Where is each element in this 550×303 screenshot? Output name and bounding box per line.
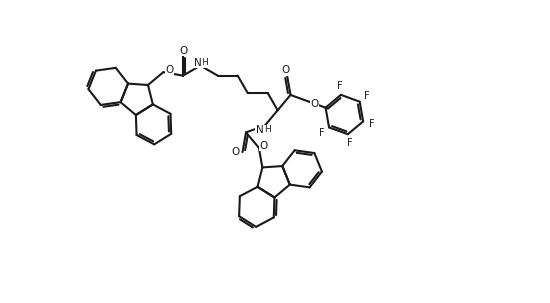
Text: H: H [201,58,208,67]
Text: H: H [265,125,271,134]
Text: O: O [260,141,268,151]
Text: N: N [256,125,263,135]
Text: O: O [165,65,173,75]
Text: F: F [320,128,325,138]
Text: O: O [232,147,240,157]
Text: F: F [364,91,370,101]
Text: O: O [281,65,289,75]
Text: N: N [195,58,202,68]
Text: F: F [369,119,375,129]
Text: F: F [346,138,352,148]
Text: F: F [337,81,342,91]
Text: O: O [179,46,187,56]
Text: O: O [310,99,318,109]
